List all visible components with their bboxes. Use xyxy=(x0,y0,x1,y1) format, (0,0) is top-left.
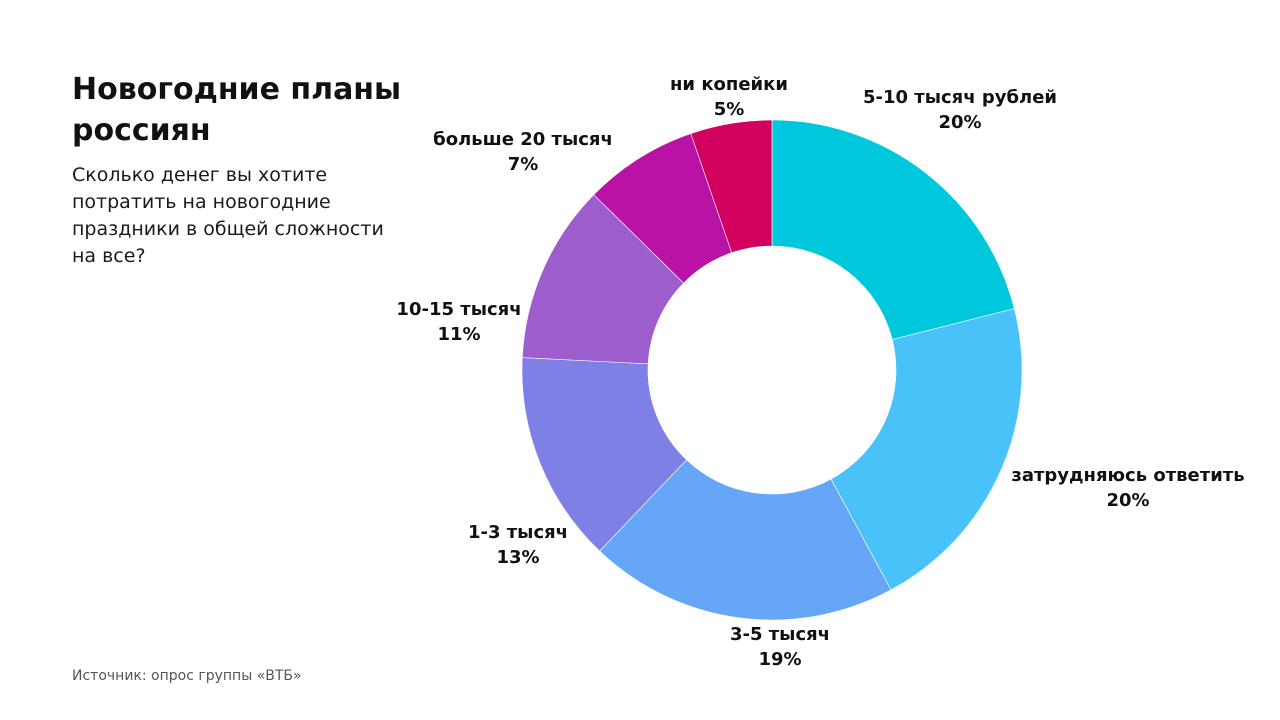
donut-slice xyxy=(690,119,773,254)
slice-category-label: 1-3 тысяч xyxy=(468,522,568,543)
slice-value-label: 19% xyxy=(758,649,801,670)
slice-category-label: 10-15 тысяч xyxy=(396,299,521,320)
slice-value-label: 20% xyxy=(938,112,981,133)
slice-category-label: 3-5 тысяч xyxy=(730,624,830,645)
donut-slice xyxy=(521,357,687,552)
slice-category-label: 5-10 тысяч рублей xyxy=(863,87,1057,108)
slice-category-label: ни копейки xyxy=(670,74,788,95)
slice-value-label: 20% xyxy=(1106,490,1149,511)
donut-slice xyxy=(830,308,1023,591)
donut-slice xyxy=(771,119,1015,340)
slice-category-label: больше 20 тысяч xyxy=(433,129,613,150)
slice-value-label: 7% xyxy=(508,154,539,175)
donut-slice xyxy=(599,459,892,621)
chart-title: Новогодние планы россиян xyxy=(72,72,402,148)
slice-category-label: затрудняюсь ответить xyxy=(1011,465,1244,486)
slice-value-label: 11% xyxy=(437,324,480,345)
chart-subtitle: Сколько денег вы хотите потратить на нов… xyxy=(72,164,384,267)
slice-value-label: 5% xyxy=(714,99,745,120)
source-note: Источник: опрос группы «ВТБ» xyxy=(72,668,302,684)
slice-value-label: 13% xyxy=(496,547,539,568)
